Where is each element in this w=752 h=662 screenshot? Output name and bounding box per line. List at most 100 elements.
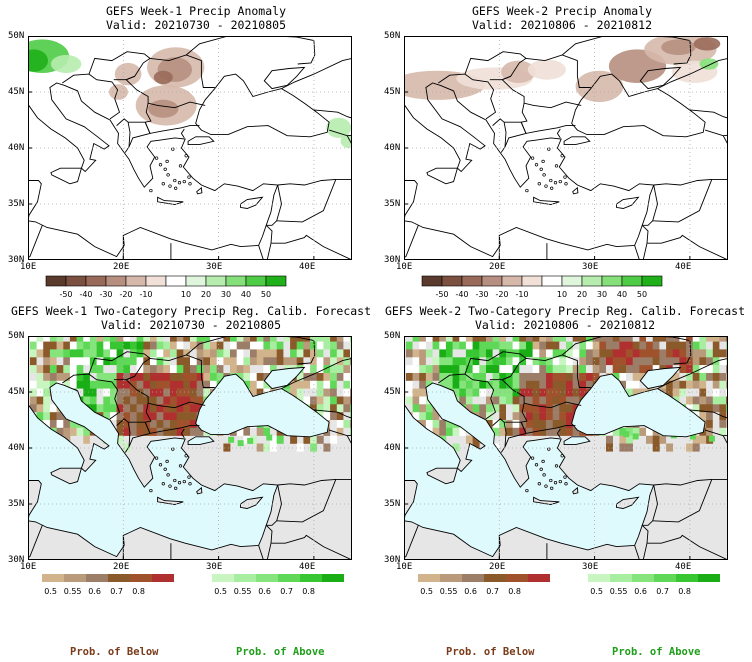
- probability-cell: [223, 341, 231, 350]
- probability-cell: [36, 357, 44, 366]
- probability-cell: [49, 341, 57, 350]
- probability-cell: [130, 365, 137, 374]
- country-border: [504, 421, 527, 448]
- probability-cell: [619, 443, 627, 452]
- lon-label: 10E: [20, 262, 37, 272]
- probability-cell: [116, 427, 124, 436]
- country-border: [271, 234, 352, 260]
- probability-cell: [250, 336, 257, 342]
- probability-cell: [606, 336, 613, 342]
- island-speck: [564, 482, 568, 486]
- probability-cell: [170, 336, 177, 342]
- probability-cell: [336, 388, 344, 397]
- probability-cell: [136, 357, 144, 366]
- probability-cell: [290, 341, 298, 350]
- probability-cell: [465, 341, 473, 350]
- probability-cell: [692, 404, 700, 413]
- country-border: [62, 73, 121, 120]
- probability-cell: [296, 349, 304, 358]
- probability-cell: [626, 388, 633, 397]
- probability-cell: [459, 388, 467, 397]
- country-border: [657, 57, 728, 90]
- probability-cell: [506, 336, 513, 342]
- probability-cell: [228, 436, 235, 443]
- probability-cell: [552, 427, 560, 436]
- probability-cell: [699, 357, 707, 366]
- colorbar-swatch: [654, 574, 676, 582]
- colorbar-label: -10: [139, 290, 152, 299]
- probability-cell: [492, 380, 500, 389]
- probability-cell: [170, 388, 177, 397]
- colorbar-swatch: [108, 574, 130, 582]
- probability-cell: [606, 341, 613, 350]
- probability-cell: [425, 365, 433, 374]
- colorbar-label: 0.6: [464, 587, 477, 596]
- probability-cell: [439, 427, 447, 436]
- country-border: [277, 478, 352, 486]
- probability-cell: [512, 420, 520, 429]
- probability-cell: [606, 365, 613, 374]
- probability-cell: [472, 404, 480, 413]
- probability-cell: [263, 341, 271, 350]
- panel3-title: GEFS Week-1 Two-Category Precip Reg. Cal…: [10, 304, 372, 332]
- island-speck: [154, 156, 159, 160]
- probability-cell: [579, 365, 587, 374]
- probability-cell: [130, 349, 137, 358]
- probability-cell: [499, 336, 507, 342]
- probability-cell: [163, 365, 171, 374]
- probability-cell: [176, 341, 184, 350]
- probability-cell: [303, 349, 311, 358]
- probability-cell: [519, 365, 527, 374]
- probability-cell: [459, 357, 467, 366]
- probability-cell: [419, 357, 427, 366]
- probability-cell: [465, 349, 473, 358]
- probability-cell: [103, 388, 111, 397]
- probability-cell: [439, 380, 447, 389]
- probability-cell: [592, 349, 600, 358]
- probability-cell: [36, 349, 44, 358]
- probability-cell: [110, 341, 117, 350]
- probability-cell: [116, 357, 124, 366]
- island-speck: [541, 159, 545, 164]
- probability-cell: [646, 349, 653, 358]
- island-speck: [165, 459, 169, 464]
- colorbar-swatch: [610, 574, 632, 582]
- probability-cell: [336, 427, 344, 436]
- lon-label: 20E: [489, 262, 506, 272]
- probability-cell: [539, 336, 547, 342]
- probability-cell: [330, 349, 338, 358]
- probability-cell: [103, 373, 111, 382]
- probability-cell: [123, 427, 131, 436]
- probability-cell: [190, 365, 197, 374]
- probability-cell: [250, 357, 257, 366]
- probability-cell: [439, 373, 447, 382]
- sea-marmara: [187, 436, 215, 446]
- probability-cell: [566, 420, 573, 429]
- colorbar-swatch: [278, 574, 300, 582]
- probability-cell: [343, 373, 351, 382]
- probability-cell: [686, 341, 694, 350]
- probability-cell: [546, 349, 553, 358]
- probability-cell: [56, 373, 64, 382]
- probability-cell: [236, 349, 244, 358]
- probability-cell: [692, 396, 700, 405]
- probability-cell: [243, 435, 251, 444]
- prob-above-caption: Prob. of Above: [612, 646, 701, 658]
- island-sicily: [50, 167, 82, 185]
- probability-cell: [103, 412, 111, 421]
- probability-cell: [539, 373, 547, 382]
- probability-cell: [76, 443, 84, 452]
- island-crete: [157, 196, 184, 206]
- probability-cell: [412, 373, 420, 382]
- probability-cell: [552, 365, 560, 374]
- island-speck: [539, 167, 543, 171]
- probability-cell: [110, 373, 117, 382]
- probability-cell: [310, 349, 318, 358]
- probability-cell: [445, 349, 453, 358]
- probability-cell: [486, 336, 493, 342]
- probability-cell: [150, 341, 157, 350]
- probability-cell: [532, 396, 540, 405]
- probability-cell: [176, 380, 184, 389]
- probability-cell: [405, 404, 413, 413]
- probability-cell: [216, 373, 224, 382]
